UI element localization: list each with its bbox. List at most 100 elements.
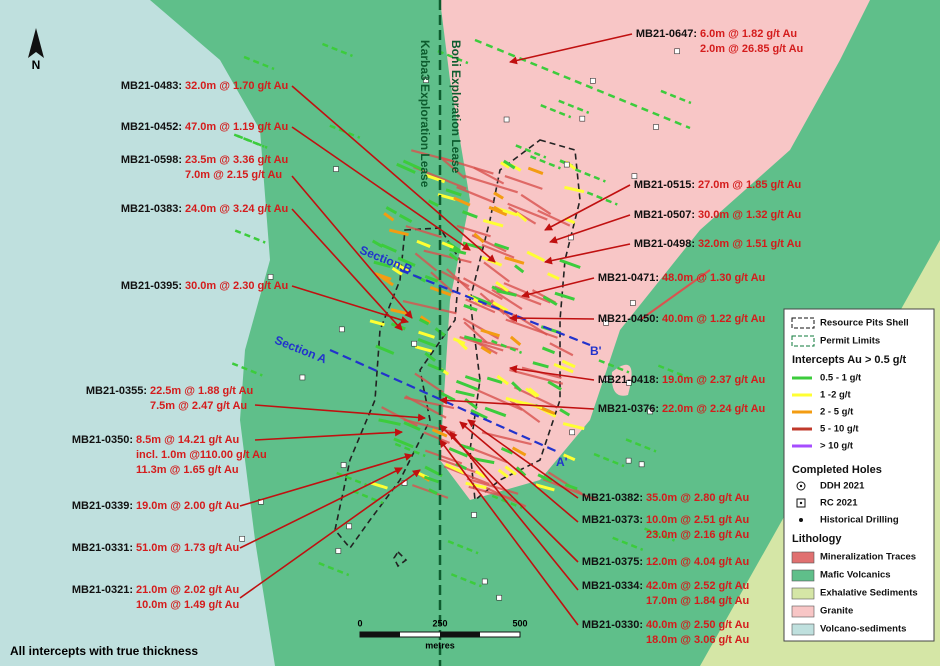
intercept-segment bbox=[403, 421, 421, 431]
intercept-text: 12.0m @ 4.04 g/t Au bbox=[646, 556, 749, 568]
drill-trace bbox=[231, 362, 263, 377]
intercept-segment bbox=[414, 345, 433, 353]
intercept-text: 7.0m @ 2.15 g/t Au bbox=[185, 169, 282, 181]
north-arrow: N bbox=[28, 28, 44, 72]
drill-collar bbox=[346, 523, 352, 530]
intercept-segment bbox=[493, 242, 510, 251]
intercept-segment bbox=[473, 232, 485, 244]
mineralization-trace bbox=[494, 285, 542, 306]
mineralization-trace bbox=[440, 270, 470, 288]
intercept-text: incl. 1.0m @110.00 g/t Au bbox=[136, 449, 267, 461]
intercept-segment bbox=[444, 463, 465, 475]
intercept-segment bbox=[374, 272, 392, 281]
drill-collar bbox=[333, 166, 339, 172]
intercept-segment bbox=[448, 447, 469, 458]
intercept-text: 8.5m @ 14.21 g/t Au bbox=[136, 434, 239, 446]
drill-collar bbox=[335, 548, 342, 554]
legend-label: 2 - 5 g/t bbox=[820, 407, 854, 418]
intercept-segment bbox=[528, 387, 540, 398]
hole-id: MB21-0321: bbox=[72, 584, 133, 596]
drill-trace bbox=[598, 359, 630, 374]
intercept-segment bbox=[383, 212, 395, 222]
intercept-segment bbox=[480, 345, 492, 355]
intercept-segment bbox=[559, 408, 571, 417]
intercept-segment bbox=[464, 375, 482, 383]
intercept-segment bbox=[445, 188, 462, 197]
mineralization-trace bbox=[402, 299, 457, 315]
intercept-segment bbox=[564, 185, 585, 194]
intercept-segment bbox=[452, 337, 466, 345]
drill-trace bbox=[491, 339, 523, 354]
legend-swatch bbox=[791, 569, 815, 582]
callout-arrow bbox=[291, 175, 413, 319]
intercept-segment bbox=[553, 362, 574, 374]
legend-label: Granite bbox=[820, 606, 853, 617]
intercept-segment bbox=[424, 351, 437, 362]
intercept-text: 19.0m @ 2.37 g/t Au bbox=[662, 374, 765, 386]
intercept-segment bbox=[527, 166, 544, 175]
intercept-segment bbox=[541, 346, 556, 355]
hole-id: MB21-0373: bbox=[582, 514, 643, 526]
intercept-segment bbox=[500, 447, 514, 455]
intercept-text: 42.0m @ 2.52 g/t Au bbox=[646, 580, 749, 592]
callout-arrow bbox=[549, 214, 631, 244]
intercept-text: 23.5m @ 3.36 g/t Au bbox=[185, 154, 288, 166]
intercept-segment bbox=[474, 469, 486, 479]
intercept-segment bbox=[385, 206, 398, 215]
intercept-text: 11.3m @ 1.65 g/t Au bbox=[136, 464, 239, 476]
lease-label: Karba3 Exploration Lease bbox=[418, 40, 432, 188]
intercept-segment bbox=[504, 465, 517, 476]
intercept-segment bbox=[500, 161, 510, 169]
drill-trace bbox=[593, 452, 625, 468]
intercept-segment bbox=[561, 359, 576, 369]
intercept-segment bbox=[397, 256, 416, 267]
intercept-segment bbox=[554, 291, 575, 301]
hole-id: MB21-0382: bbox=[582, 492, 643, 504]
drill-trace bbox=[233, 133, 265, 148]
intercept-segment bbox=[515, 211, 528, 223]
intercept-segment bbox=[388, 228, 409, 237]
intercept-segment bbox=[428, 488, 438, 495]
intercept-segment bbox=[424, 274, 439, 283]
hole-id: MB21-0498: bbox=[634, 238, 695, 250]
intercept-segment bbox=[398, 213, 413, 224]
legend-label: Resource Pits Shell bbox=[820, 318, 909, 329]
intercept-segment bbox=[375, 344, 395, 355]
hole-id: MB21-0339: bbox=[72, 500, 133, 512]
drill-collar bbox=[481, 578, 488, 585]
hole-id: MB21-0355: bbox=[86, 385, 147, 397]
intercept-segment bbox=[537, 473, 553, 483]
mineralization-trace bbox=[520, 193, 552, 215]
hole-id: MB21-0418: bbox=[598, 374, 659, 386]
mineralization-trace bbox=[463, 174, 519, 194]
mineralization-trace bbox=[483, 261, 510, 283]
intercept-segment bbox=[480, 328, 500, 338]
drill-trace bbox=[321, 42, 353, 58]
legend-label: DDH 2021 bbox=[820, 481, 865, 492]
intercept-segment bbox=[463, 304, 478, 312]
intercept-segment bbox=[417, 337, 437, 348]
intercept-segment bbox=[505, 396, 528, 406]
drill-collar bbox=[563, 161, 570, 168]
callout-arrow bbox=[544, 184, 631, 231]
callout-arrow bbox=[291, 208, 403, 331]
drill-collar bbox=[626, 379, 632, 386]
legend-label: 1 -2 g/t bbox=[820, 390, 851, 401]
drill-collar bbox=[503, 116, 510, 123]
callout-arrow bbox=[439, 396, 595, 410]
section-end-label: A' bbox=[556, 455, 568, 469]
mineralization-trace bbox=[439, 156, 494, 175]
mineralization-trace bbox=[465, 298, 496, 314]
intercept-segment bbox=[427, 199, 439, 208]
drill-trace bbox=[540, 104, 572, 119]
mineralization-trace bbox=[462, 277, 503, 301]
north-label: N bbox=[32, 58, 41, 72]
callout-arrow bbox=[459, 421, 579, 523]
drill-trace bbox=[515, 144, 547, 159]
mineralization-trace bbox=[491, 288, 523, 310]
intercept-segment bbox=[486, 376, 503, 385]
mineralization-trace bbox=[505, 318, 558, 339]
intercept-text: 30.0m @ 2.30 g/t Au bbox=[185, 280, 288, 292]
